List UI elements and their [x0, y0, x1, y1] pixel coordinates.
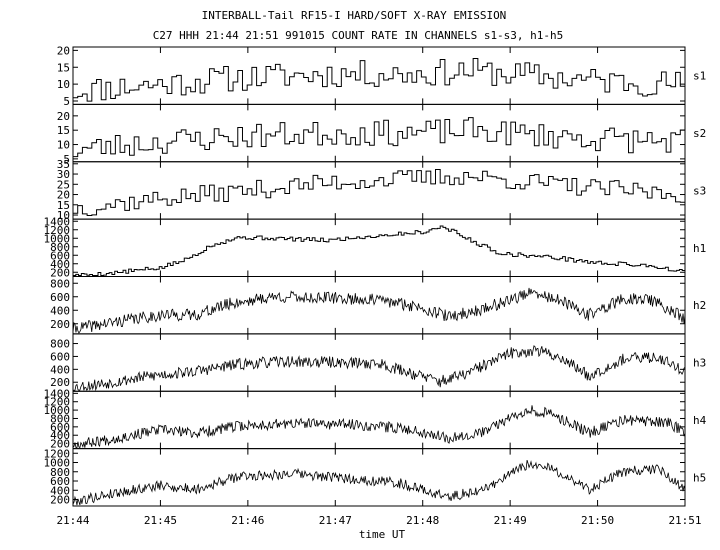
- chart-title: INTERBALL-Tail RF15-I HARD/SOFT X-RAY EM…: [202, 9, 507, 22]
- channel-label-s2: s2: [693, 127, 706, 140]
- y-tick-label: 600: [50, 475, 70, 488]
- chart-subtitle: C27 HHH 21:44 21:51 991015 COUNT RATE IN…: [153, 29, 564, 42]
- y-tick-label: 400: [50, 484, 70, 497]
- x-tick-label: 21:51: [668, 514, 701, 527]
- y-tick-label: 30: [57, 168, 70, 181]
- series-line-h2: [72, 287, 686, 334]
- x-tick-label: 21:49: [494, 514, 527, 527]
- y-tick-label: 800: [50, 412, 70, 425]
- channel-label-s3: s3: [693, 184, 706, 197]
- channel-label-s1: s1: [693, 70, 706, 83]
- channel-label-h3: h3: [693, 357, 706, 370]
- x-axis-label: time UT: [359, 528, 406, 541]
- series-line-h1: [73, 225, 685, 276]
- y-tick-label: 5: [63, 153, 70, 166]
- y-tick-label: 200: [50, 376, 70, 389]
- series-line-h4: [72, 405, 686, 449]
- channel-label-h5: h5: [693, 471, 706, 484]
- y-tick-label: 200: [50, 318, 70, 331]
- y-tick-label: 35: [57, 158, 70, 171]
- y-tick-label: 15: [57, 124, 70, 137]
- y-tick-label: 800: [50, 466, 70, 479]
- y-tick-label: 1000: [44, 404, 71, 417]
- y-tick-label: 400: [50, 363, 70, 376]
- y-tick-label: 600: [50, 350, 70, 363]
- panel-frame: [72, 276, 686, 335]
- series-line-s1: [73, 57, 685, 102]
- y-tick-label: 10: [57, 139, 70, 152]
- x-tick-label: 21:46: [231, 514, 264, 527]
- y-tick-label: 800: [50, 241, 70, 254]
- y-tick-label: 400: [50, 429, 70, 442]
- y-tick-label: 20: [57, 110, 70, 123]
- channel-label-h2: h2: [693, 299, 706, 312]
- x-tick-label: 21:45: [144, 514, 177, 527]
- y-tick-label: 1200: [44, 224, 71, 237]
- panel-frame: [72, 161, 686, 220]
- y-tick-label: 15: [57, 61, 70, 74]
- x-tick-label: 21:48: [406, 514, 439, 527]
- y-tick-label: 20: [57, 189, 70, 202]
- y-tick-label: 400: [50, 258, 70, 271]
- y-tick-label: 20: [57, 44, 70, 57]
- y-tick-label: 800: [50, 338, 70, 351]
- y-tick-label: 600: [50, 249, 70, 262]
- y-tick-label: 600: [50, 291, 70, 304]
- y-tick-label: 800: [50, 277, 70, 290]
- panel-frame: [72, 448, 686, 507]
- y-tick-label: 1000: [44, 232, 71, 245]
- channel-label-h1: h1: [693, 242, 706, 255]
- y-tick-label: 1000: [44, 457, 71, 470]
- y-tick-label: 200: [50, 438, 70, 451]
- series-line-s3: [73, 168, 685, 216]
- y-tick-label: 15: [57, 199, 70, 212]
- panel-frame: [72, 333, 686, 392]
- y-tick-label: 200: [50, 494, 70, 507]
- panel-s1: 20 15 10 5 s1: [57, 44, 707, 108]
- x-tick-label: 21:47: [319, 514, 352, 527]
- series-line-h5: [72, 459, 686, 506]
- y-tick-label: 400: [50, 304, 70, 317]
- y-tick-label: 10: [57, 209, 70, 222]
- y-tick-label: 600: [50, 421, 70, 434]
- y-tick-label: 1400: [44, 387, 71, 400]
- panels: 2015105s12015105s2353025201510s314001200…: [44, 44, 707, 506]
- y-tick-label: 5: [63, 95, 70, 108]
- series-line-s2: [73, 117, 685, 158]
- x-tick-label: 21:50: [581, 514, 614, 527]
- channel-label-h4: h4: [693, 414, 707, 427]
- y-tick-label: 1200: [44, 396, 71, 409]
- y-tick-label: 10: [57, 78, 70, 91]
- y-tick-label: 1400: [44, 215, 71, 228]
- panel-frame: [72, 390, 686, 450]
- y-tick-label: 25: [57, 178, 70, 191]
- x-tick-label: 21:44: [56, 514, 89, 527]
- x-axis: 21:44 21:45 21:46 21:47 21:48 21:49 21:50 21:51: [56, 514, 701, 527]
- series-line-h3: [72, 345, 686, 392]
- y-tick-label: 1200: [44, 447, 71, 460]
- y-tick-label: 200: [50, 266, 70, 279]
